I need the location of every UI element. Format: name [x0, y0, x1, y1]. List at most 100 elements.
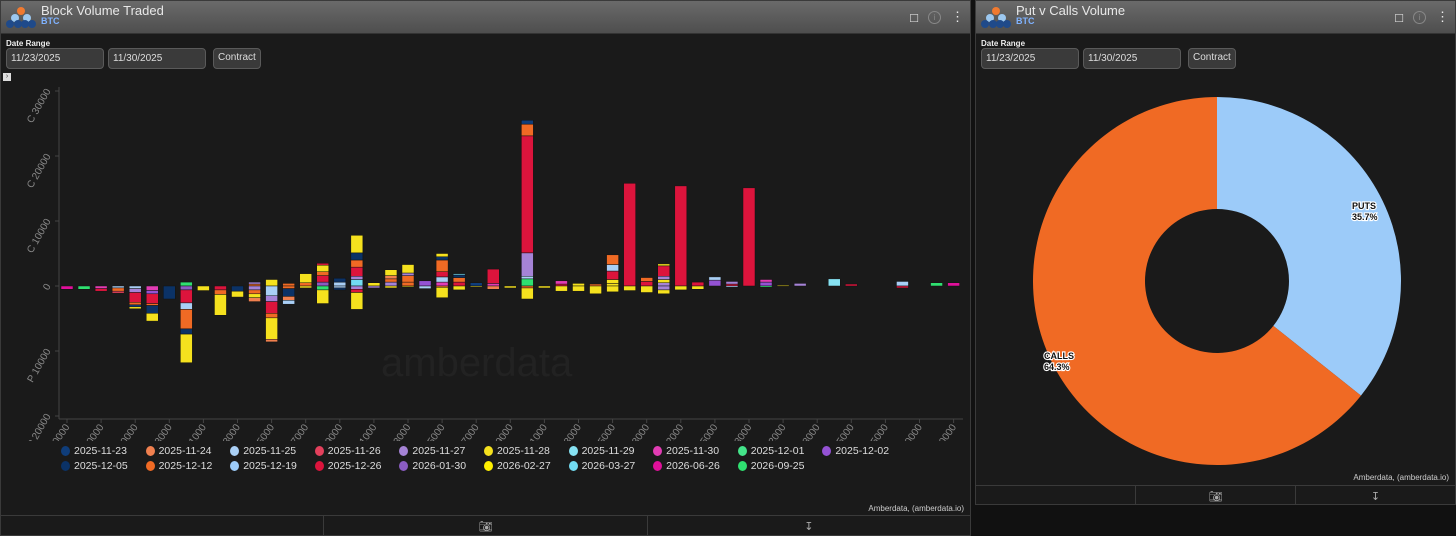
bar-segment-put [111, 287, 125, 292]
bar-segment-put [214, 285, 227, 291]
legend-item[interactable]: 2025-11-23 [61, 444, 146, 457]
panel-header: Put v Calls Volume BTC □ i ⋮ [976, 1, 1455, 34]
bookmark-icon[interactable]: □ [910, 9, 918, 25]
download-button[interactable]: ↧ [1296, 486, 1455, 504]
bar-segment-put [384, 285, 398, 289]
bar-segment-put [589, 285, 602, 295]
bar-segment-call [555, 280, 568, 285]
bar-segment-call [725, 283, 739, 287]
legend-item[interactable]: 2025-11-26 [314, 444, 400, 457]
amberdata-logo-icon [981, 7, 1011, 28]
legend-dot-icon [737, 445, 747, 456]
bar-segment-call [555, 283, 568, 287]
bar-segment-put [401, 285, 415, 288]
x-tick-label: 220000 [931, 422, 959, 441]
legend-item[interactable]: 2025-12-26 [314, 459, 400, 472]
legend-item[interactable]: 2025-11-27 [399, 444, 484, 457]
x-tick-label: 122000 [760, 422, 788, 441]
legend-item[interactable]: 2026-09-25 [737, 459, 823, 472]
legend-item[interactable]: 2025-11-29 [568, 444, 654, 457]
legend-item[interactable]: 2025-12-05 [61, 459, 146, 472]
x-tick-label: 145000 [863, 422, 891, 441]
end-date-input[interactable] [1083, 48, 1181, 69]
x-tick-label: 101000 [522, 422, 550, 441]
slice-label: CALLS [1044, 351, 1074, 361]
x-tick-label: 105000 [590, 422, 618, 441]
legend-item[interactable]: 2026-02-27 [483, 459, 569, 472]
info-icon[interactable]: i [1413, 10, 1426, 24]
legend-dot-icon [61, 445, 70, 456]
amberdata-logo-icon [6, 7, 36, 28]
bar-segment-put [469, 285, 483, 288]
bar-segment-call [180, 281, 193, 287]
watermark: amberdata [381, 341, 573, 385]
kebab-menu-icon[interactable]: ⋮ [951, 9, 964, 24]
download-icon: ↧ [1370, 490, 1381, 503]
bar-segment-call [350, 276, 364, 280]
bar-segment-call [350, 279, 364, 287]
legend-dot-icon [568, 460, 578, 471]
legend-label: 2025-12-01 [750, 444, 805, 457]
kebab-menu-icon[interactable]: ⋮ [1436, 9, 1449, 24]
bar-segment-put [521, 285, 534, 289]
screenshot-button[interactable]: 📷︎ [324, 516, 648, 535]
expand-toggle-icon[interactable]: › [3, 73, 11, 81]
bar-segment-put [146, 313, 159, 322]
legend-item[interactable]: 2026-06-26 [653, 459, 738, 472]
legend-item[interactable]: 2025-12-01 [737, 444, 823, 457]
legend-item[interactable]: 2025-12-19 [230, 459, 315, 472]
bar-segment-put [657, 285, 670, 291]
panel-subtitle: BTC [1016, 16, 1035, 26]
legend-item[interactable]: 2025-11-25 [230, 444, 315, 457]
bar-segment-put [197, 285, 210, 291]
legend-item[interactable]: 2025-12-02 [822, 444, 907, 457]
legend-dot-icon [653, 445, 663, 456]
info-icon[interactable]: i [928, 10, 941, 24]
start-date-input[interactable] [981, 48, 1079, 69]
bar-segment-put [504, 285, 517, 289]
contract-button[interactable]: Contract [1188, 48, 1236, 69]
bar-segment-call [350, 266, 364, 277]
bar-segment-put [896, 285, 909, 289]
bookmark-icon[interactable]: □ [1395, 9, 1403, 25]
legend-item[interactable]: 2026-03-27 [568, 459, 654, 472]
bar-segment-put [759, 285, 773, 288]
bar-segment-put [146, 305, 159, 314]
bar-segment-call [401, 275, 415, 283]
bar-segment-call [282, 283, 295, 287]
x-tick-label: 103000 [556, 422, 584, 441]
legend-label: 2025-11-25 [243, 444, 297, 457]
x-tick-label: 115000 [693, 422, 721, 441]
bar-segment-put [265, 339, 278, 343]
slice-percent: 64.3% [1044, 362, 1070, 372]
legend-dot-icon [483, 460, 493, 471]
bar-segment-put [623, 285, 636, 291]
legend-label: 2025-12-02 [835, 444, 890, 457]
legend-item[interactable]: 2025-11-30 [653, 444, 738, 457]
legend-item[interactable]: 2026-01-30 [399, 459, 484, 472]
bar-segment-call [401, 281, 415, 287]
bar-segment-call [418, 280, 432, 287]
bar-segment-call [640, 281, 653, 287]
bar-segment-call [435, 276, 449, 283]
screenshot-button[interactable]: 📷︎ [1136, 486, 1296, 504]
bar-segment-call [572, 283, 585, 287]
bar-segment-call [776, 285, 790, 287]
legend-label: 2025-12-19 [243, 459, 297, 472]
legend-dot-icon [568, 445, 578, 456]
bar-segment-call [606, 264, 619, 272]
contract-button[interactable]: Contract [213, 48, 261, 69]
legend-item[interactable]: 2025-11-28 [483, 444, 569, 457]
legend-item[interactable]: 2025-11-24 [145, 444, 231, 457]
bar-segment-put [60, 285, 74, 290]
end-date-input[interactable] [108, 48, 206, 69]
bar-segment-call [435, 259, 449, 272]
legend-label: 2025-11-27 [412, 444, 466, 457]
bar-segment-call [435, 256, 449, 261]
legend-label: 2025-11-24 [158, 444, 212, 457]
start-date-input[interactable] [6, 48, 104, 69]
download-button[interactable]: ↧ [648, 516, 970, 535]
legend-item[interactable]: 2025-12-12 [145, 459, 231, 472]
bar-segment-put [180, 309, 193, 330]
